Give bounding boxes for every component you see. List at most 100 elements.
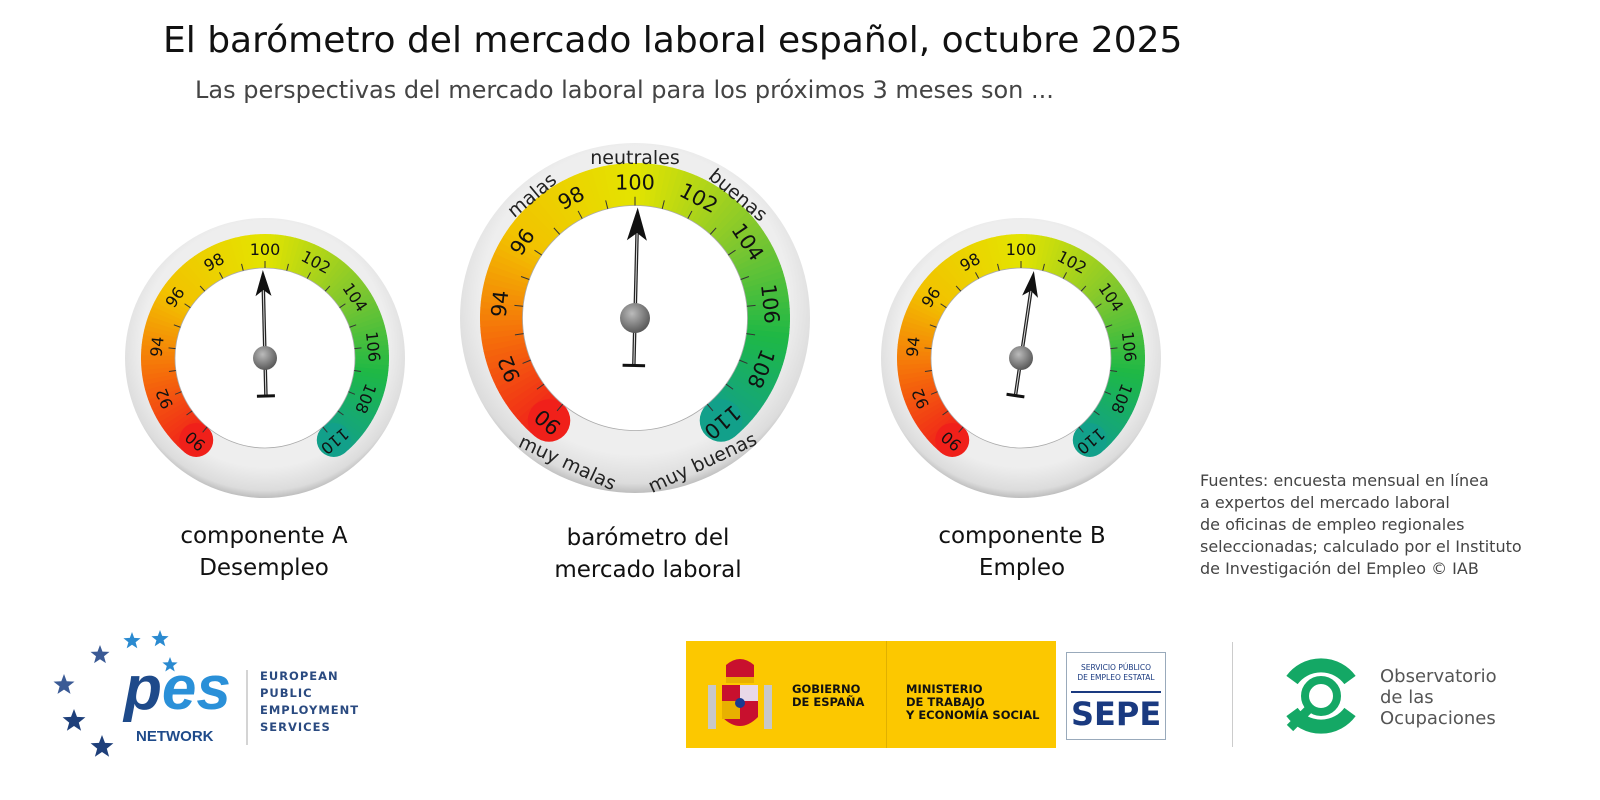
gauge-band-segment [156, 401, 189, 423]
observatorio-logo-icon [1286, 658, 1356, 734]
gauge-tick-label: 100 [1006, 240, 1037, 259]
gauge-band-segment [744, 338, 788, 353]
gauge-band-segment [518, 211, 554, 245]
gauge-band-segment [522, 206, 557, 241]
gauge-caption-b: componente B Empleo [872, 520, 1172, 584]
gauge-band-segment [745, 333, 789, 347]
gauge-band-segment [934, 265, 962, 294]
gauge-needle [622, 207, 647, 368]
logo-line: DE ESPAÑA [792, 695, 865, 709]
source-note: Fuentes: encuesta mensual en línea a exp… [1200, 470, 1522, 580]
gauge-band-segment [897, 366, 932, 376]
stars-icon [53, 630, 178, 757]
gauge-band-segment [491, 252, 534, 276]
gauge-tick [975, 272, 980, 279]
gauge-band-segment [483, 342, 527, 359]
gauge-tick [173, 324, 181, 328]
gauge-band-segment [591, 167, 609, 211]
gauge-band-segment [220, 240, 237, 275]
gauge-band-segment [540, 190, 572, 229]
gauge-tick [199, 285, 206, 292]
logo-line: GOBIERNO [792, 682, 861, 696]
gauge-band-segment [526, 202, 561, 238]
gauge-band-segment [536, 194, 568, 232]
star-icon [53, 674, 75, 694]
needle-tail [1006, 392, 1025, 399]
gauge-band-segment [976, 240, 993, 275]
observatorio-text: Observatorio de las Ocupaciones [1380, 666, 1497, 729]
gauge-band-segment [981, 238, 997, 273]
gauge-tick [202, 426, 208, 433]
gauge-band-segment [182, 262, 208, 292]
logo-line: MINISTERIO [906, 682, 983, 696]
gauge-band-segment [703, 194, 735, 232]
gauge-band-segment [912, 401, 945, 423]
gauge-band-segment [1108, 374, 1143, 386]
gauge-tick [174, 391, 182, 395]
gauge-tick-label: 100 [615, 170, 655, 194]
gauge-band-segment [152, 301, 186, 321]
gauge-band-segment [164, 410, 195, 435]
gauge-band-cap [179, 422, 214, 457]
gauge-tick [348, 391, 356, 395]
gauge-band-segment [1078, 262, 1105, 292]
gauge-band-cap [527, 399, 571, 442]
gauge-band-segment [350, 320, 385, 335]
gauge-band-segment [995, 235, 1007, 270]
gauge-band-segment [346, 306, 380, 325]
gauge-band-segment [1106, 320, 1141, 335]
gauge-tick [1110, 370, 1118, 372]
gauge-band-segment [332, 413, 363, 440]
gauge-tick-label: 94 [147, 336, 168, 358]
gauge-tick [1105, 324, 1113, 328]
gauge-tick [536, 383, 545, 390]
gauge-band-segment [898, 373, 934, 386]
gauge-band-segment [502, 375, 542, 404]
gauge-band-segment [283, 236, 296, 271]
gauge-band-segment [143, 377, 179, 391]
gauge-hub [253, 346, 277, 370]
gauge-band-segment [1102, 306, 1136, 325]
gauge-band-segment [1088, 413, 1119, 440]
gauge-band-segment [737, 253, 779, 276]
caption-line: Desempleo [199, 555, 329, 581]
gauge-band-segment [986, 237, 1000, 272]
gauge-band-segment [1093, 407, 1125, 432]
pes-line: PUBLIC [260, 686, 313, 700]
gauge-tick [556, 403, 564, 412]
gauge-band-segment [230, 237, 244, 272]
source-line: de oficinas de empleo regionales [1200, 515, 1465, 534]
gauge-tick [522, 359, 531, 364]
gauge-band-segment [1035, 235, 1047, 270]
gauge-band-segment [585, 169, 605, 212]
gauge-band-segment [352, 374, 387, 386]
gauge-tick [1080, 285, 1087, 292]
source-line: seleccionadas; calculado por el Institut… [1200, 537, 1522, 556]
gauge-band-segment [930, 268, 959, 297]
gauge-band-segment [483, 276, 527, 293]
gauge-tick-label: 94 [903, 336, 924, 358]
gauge-tick [706, 403, 714, 412]
gauge-band-segment [902, 315, 937, 331]
logo-line: Y ECONOMÍA SOCIAL [906, 708, 1040, 722]
gauge-band-segment [1039, 236, 1052, 271]
gauge-band-cap [316, 422, 351, 457]
gauge-hub [620, 303, 650, 333]
gauge-tick [514, 333, 524, 336]
gauge-band-segment [739, 259, 781, 281]
gauge-band-segment [941, 259, 967, 289]
gauge-band-segment [144, 324, 179, 338]
gauge-band-segment [499, 371, 539, 399]
source-line: de Investigación del Empleo © IAB [1200, 559, 1479, 578]
needle-shaft-highlight [262, 290, 267, 397]
gauge-tick [955, 285, 962, 292]
gauge-band-segment [742, 270, 785, 289]
gauge-band-segment [290, 239, 306, 273]
gauge-band-segment [174, 268, 203, 297]
gauge-band-segment [161, 407, 193, 431]
gauge-band-segment [1083, 269, 1112, 297]
pes-network-text: NETWORK [136, 728, 214, 745]
gauge-needle [255, 270, 275, 398]
